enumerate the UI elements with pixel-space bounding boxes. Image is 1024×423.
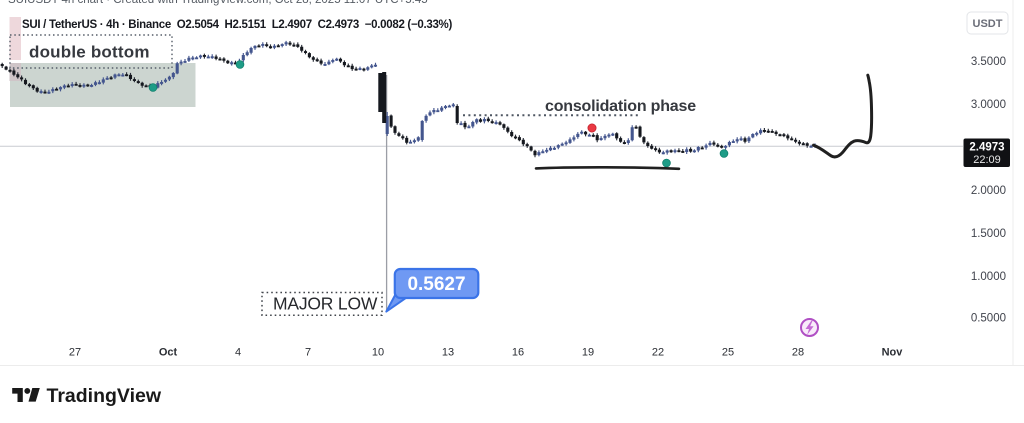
svg-text:3.0000: 3.0000	[971, 99, 1006, 111]
svg-text:4: 4	[235, 347, 241, 359]
svg-text:25: 25	[722, 347, 734, 359]
svg-text:2.0000: 2.0000	[971, 185, 1006, 197]
svg-text:27: 27	[69, 347, 81, 359]
svg-text:double bottom: double bottom	[29, 42, 150, 61]
svg-text:Nov: Nov	[882, 347, 904, 359]
svg-text:consolidation phase: consolidation phase	[545, 98, 696, 115]
svg-text:0.5000: 0.5000	[971, 313, 1006, 325]
svg-text:2.4973: 2.4973	[969, 142, 1004, 154]
svg-text:TradingView: TradingView	[47, 385, 162, 407]
svg-text:16: 16	[512, 347, 524, 359]
svg-text:MAJOR LOW: MAJOR LOW	[273, 294, 378, 314]
svg-text:SUIUSDT 4h chart · Created wit: SUIUSDT 4h chart · Created with TradingV…	[8, 0, 428, 6]
svg-text:19: 19	[582, 347, 594, 359]
svg-text:0.5627: 0.5627	[407, 274, 465, 295]
svg-text:Oct: Oct	[159, 347, 178, 359]
svg-text:13: 13	[442, 347, 454, 359]
svg-text:1.0000: 1.0000	[971, 271, 1006, 283]
svg-text:22: 22	[652, 347, 664, 359]
svg-text:28: 28	[792, 347, 804, 359]
svg-text:22:09: 22:09	[973, 154, 1001, 166]
svg-text:USDT: USDT	[973, 18, 1003, 30]
svg-text:3.5000: 3.5000	[971, 56, 1006, 68]
svg-text:SUI / TetherUS · 4h · Binance: SUI / TetherUS · 4h · Binance O2.5054 H2…	[22, 19, 452, 31]
svg-text:7: 7	[305, 347, 311, 359]
svg-text:10: 10	[372, 347, 384, 359]
svg-text:1.5000: 1.5000	[971, 228, 1006, 240]
